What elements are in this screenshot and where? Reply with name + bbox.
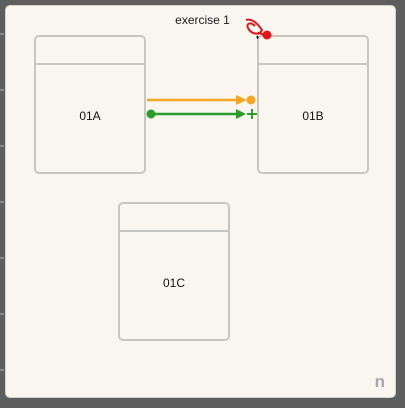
edge-tick: [0, 313, 4, 315]
node-01c[interactable]: 01C: [118, 202, 230, 341]
node-header: [259, 37, 367, 65]
node-01b[interactable]: 01B: [257, 35, 369, 174]
edge-tick: [0, 89, 4, 91]
node-label: 01B: [302, 109, 324, 123]
edge-tick: [0, 33, 4, 35]
edge-tick: [0, 145, 4, 147]
node-header: [36, 37, 144, 65]
node-header: [120, 204, 228, 232]
edge-tick: [0, 201, 4, 203]
node-label: 01A: [79, 109, 101, 123]
diagram-canvas[interactable]: [5, 5, 396, 398]
edge-tick: [0, 257, 4, 259]
node-label: 01C: [162, 276, 185, 290]
diagram-title[interactable]: exercise 1: [175, 13, 230, 27]
brand-logo: n: [374, 372, 385, 391]
node-01a[interactable]: 01A: [34, 35, 146, 174]
edge-tick: [0, 369, 4, 371]
